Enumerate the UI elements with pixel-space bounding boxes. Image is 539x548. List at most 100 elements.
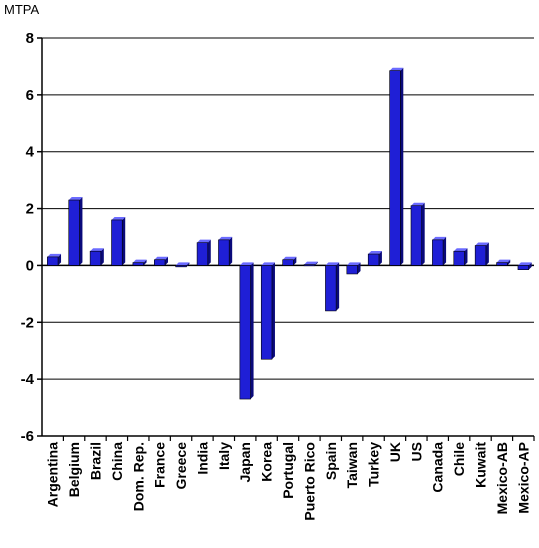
bar <box>175 262 190 268</box>
bar-top <box>175 262 190 266</box>
bar-side <box>464 248 468 266</box>
bar <box>89 248 104 266</box>
x-tick-label: India <box>194 442 210 475</box>
x-tick-label: UK <box>387 442 403 462</box>
bar-top <box>90 248 104 252</box>
y-tick-labels: 8 6 4 2 0 -2 -4 -6 <box>21 30 35 445</box>
bars <box>47 67 532 400</box>
bar-side <box>58 253 62 266</box>
bar-top <box>453 248 468 252</box>
bar-side <box>507 259 511 266</box>
bar-side <box>528 262 532 270</box>
bar-top <box>282 256 297 260</box>
y-axis-unit-label: MTPA <box>4 2 39 17</box>
bar-front <box>325 265 337 312</box>
bar-front <box>389 70 401 266</box>
x-tick-label: Korea <box>259 442 275 482</box>
bar <box>303 261 318 267</box>
bar-front <box>175 265 187 268</box>
bar-side <box>314 261 318 266</box>
bar-side <box>400 67 404 266</box>
bar-front <box>239 265 251 400</box>
bar <box>111 216 126 266</box>
bar-top <box>218 236 233 240</box>
bar-top <box>517 262 532 266</box>
bar-side <box>250 262 254 400</box>
x-tick-label: Turkey <box>366 442 382 487</box>
bar-front <box>410 205 422 266</box>
bar-top <box>111 216 126 220</box>
x-tick-label: Spain <box>323 442 339 480</box>
bar-top <box>132 259 147 263</box>
bar-top <box>261 262 275 266</box>
y-tick-label: -2 <box>21 314 34 331</box>
bar-side <box>122 216 126 266</box>
bar-side <box>485 242 489 266</box>
x-tick-label: Canada <box>430 442 446 493</box>
x-tick-label: Argentina <box>45 442 61 508</box>
bar <box>410 202 425 266</box>
y-tick-label: 6 <box>26 87 34 104</box>
bar-side <box>229 236 233 266</box>
bar-side <box>421 202 425 266</box>
bar-front <box>367 253 380 266</box>
bar-front <box>453 250 465 266</box>
bar-front <box>132 262 144 266</box>
bar-top <box>197 239 211 243</box>
bar-side <box>79 197 83 266</box>
bar-front <box>474 245 487 266</box>
bar-front <box>47 256 59 266</box>
y-tick-label: 8 <box>26 30 34 47</box>
x-tick-label: Kuwait <box>473 442 489 488</box>
bar <box>282 256 297 266</box>
y-tick-label: 4 <box>26 144 35 161</box>
bar-top <box>368 251 382 255</box>
bar-front <box>346 265 358 275</box>
bar <box>218 236 233 266</box>
x-tick-label: Puerto Rico <box>301 442 317 521</box>
y-tick-label: 2 <box>26 201 34 218</box>
bar <box>453 248 468 266</box>
bar-front <box>154 259 166 266</box>
x-tick-labels: Argentina Belgium Brazil China Dom. Rep. Fran… <box>45 442 532 521</box>
bar-top <box>346 262 361 266</box>
y-tick-label: 0 <box>26 257 34 274</box>
bar-side <box>165 256 168 266</box>
bar <box>517 262 532 270</box>
bar-top <box>475 242 489 246</box>
x-tick-label: Chile <box>451 442 467 476</box>
bar-side <box>443 236 447 266</box>
bar <box>260 262 275 360</box>
bar <box>325 262 340 312</box>
bar-top <box>389 67 404 71</box>
bar <box>68 197 83 266</box>
bar-top <box>239 262 254 266</box>
x-tick-label: US <box>408 442 424 461</box>
bar-front <box>196 242 209 266</box>
x-tick-label: Japan <box>237 442 253 482</box>
bar <box>239 262 254 400</box>
bar-side <box>143 259 147 266</box>
x-tick-label: Taiwan <box>344 442 360 488</box>
x-tick-label: Portugal <box>280 442 296 499</box>
bar-side <box>271 262 275 360</box>
bar <box>154 256 168 266</box>
bar-front <box>260 265 273 360</box>
bar-top <box>47 253 62 257</box>
axes <box>37 37 535 441</box>
bar-front <box>432 239 444 266</box>
x-tick-label: Italy <box>216 442 232 470</box>
bar-side <box>293 256 297 266</box>
bar-top <box>154 256 168 260</box>
bar-top <box>432 236 447 240</box>
x-tick-label: Belgium <box>66 442 82 497</box>
bar-front <box>68 199 80 266</box>
bar-top <box>496 259 511 263</box>
bar-front <box>218 239 230 266</box>
bar-side <box>357 262 361 274</box>
bar-front <box>282 259 294 266</box>
x-tick-label: Mexico-AB <box>494 442 510 514</box>
bar-front <box>111 219 123 266</box>
